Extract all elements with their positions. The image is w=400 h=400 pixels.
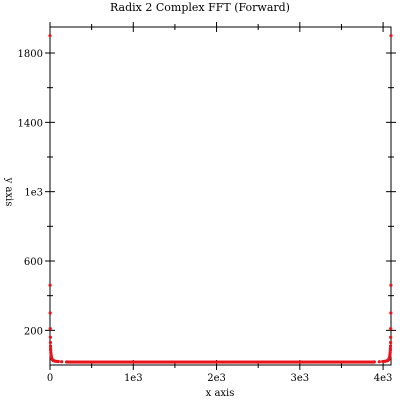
data-point <box>389 335 393 339</box>
data-point <box>388 340 393 345</box>
tick-labels: 0 1e3 2e3 3e3 4e3 200 600 1e3 1400 1800 <box>18 49 393 384</box>
data-point <box>389 34 393 38</box>
data-point <box>48 34 52 38</box>
x-tick-label: 3e3 <box>290 373 309 384</box>
data-point <box>381 359 385 364</box>
data-point <box>48 344 53 348</box>
data-point <box>48 335 52 339</box>
data-point <box>56 359 60 364</box>
data-point <box>48 311 52 315</box>
data-point <box>377 360 381 364</box>
data-point <box>389 311 393 315</box>
data-point <box>48 340 53 345</box>
plot-frame <box>49 26 392 366</box>
axis-ticks <box>45 22 396 370</box>
x-tick-label: 1e3 <box>124 373 143 384</box>
chart-title: Radix 2 Complex FFT (Forward) <box>110 1 290 14</box>
data-point <box>389 327 393 331</box>
data-point <box>60 360 64 364</box>
x-axis-label: x axis <box>206 388 235 399</box>
x-tick-label: 4e3 <box>374 373 393 384</box>
data-point <box>372 360 376 364</box>
data-point <box>48 283 52 287</box>
y-axis-label: y axis <box>3 177 14 207</box>
y-tick-label: 1e3 <box>24 188 43 199</box>
data-point <box>389 283 393 287</box>
y-tick-label: 200 <box>24 326 43 337</box>
data-point <box>48 327 52 331</box>
y-tick-label: 1800 <box>18 49 43 60</box>
y-tick-label: 600 <box>24 257 43 268</box>
x-tick-label: 2e3 <box>207 373 226 384</box>
y-tick-label: 1400 <box>18 118 43 129</box>
data-points <box>48 34 393 364</box>
x-tick-label: 0 <box>47 373 53 384</box>
data-point <box>388 344 393 348</box>
